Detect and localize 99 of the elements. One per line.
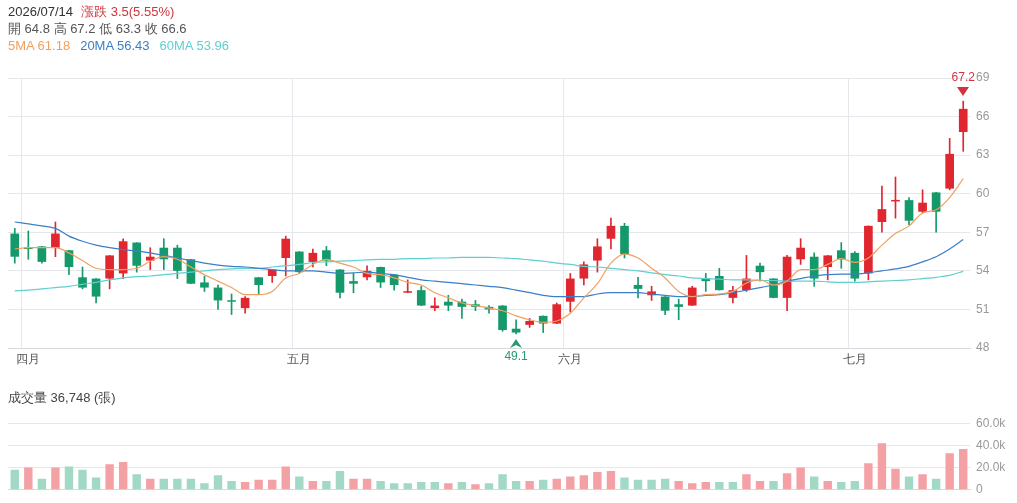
bar	[64, 466, 74, 490]
bar	[132, 474, 141, 490]
bar	[769, 480, 778, 490]
bar	[579, 475, 589, 490]
bar	[498, 474, 507, 490]
y-tick-label: 20.0k	[976, 459, 1007, 474]
bar	[864, 463, 873, 490]
annotation: 67.2	[951, 70, 976, 85]
bar	[159, 478, 169, 490]
text: 5MA 61.18	[8, 38, 71, 53]
bar	[715, 482, 724, 490]
chart-title: 成交量 36,748 (張)	[8, 389, 116, 406]
text: 20MA 56.43	[80, 38, 150, 53]
bar	[552, 478, 561, 490]
bar	[660, 478, 670, 490]
bar	[959, 449, 968, 490]
bar	[349, 478, 358, 490]
bar	[389, 483, 399, 490]
y-tick-label: 60.0k	[976, 415, 1007, 430]
text: 60MA 53.96	[159, 38, 229, 53]
bar	[78, 469, 87, 490]
bar	[10, 469, 19, 490]
bar	[539, 479, 548, 490]
bar	[403, 483, 412, 490]
bar	[376, 480, 385, 490]
bar	[850, 480, 860, 490]
y-tick-label: 66	[976, 108, 990, 123]
y-tick-label: 0	[976, 482, 983, 497]
bar	[525, 480, 534, 490]
candlestick	[633, 276, 643, 299]
bar	[471, 484, 480, 490]
bar	[417, 482, 426, 490]
bar	[91, 477, 101, 490]
bar	[24, 467, 33, 490]
bar	[633, 479, 643, 490]
bar	[809, 476, 819, 490]
bar	[688, 483, 697, 490]
bar	[308, 480, 318, 490]
bar	[281, 466, 290, 490]
bar	[606, 470, 616, 490]
bar	[227, 480, 236, 490]
y-tick-label: 60	[976, 186, 990, 201]
bar	[51, 467, 60, 490]
candlestick	[403, 279, 413, 294]
x-tick-label: 五月	[287, 351, 312, 366]
bar	[200, 483, 209, 490]
annotation: 49.1	[504, 349, 529, 364]
candlestick	[674, 298, 684, 321]
bar	[904, 476, 914, 490]
bar	[837, 482, 846, 490]
bar	[877, 443, 887, 490]
x-tick-label: 七月	[842, 351, 867, 366]
bar	[430, 482, 439, 490]
bar	[213, 475, 223, 490]
bar	[945, 453, 954, 490]
text: 2026/07/14	[8, 4, 74, 19]
bar	[240, 482, 250, 490]
bar	[647, 479, 656, 490]
bar	[146, 478, 155, 490]
bar	[918, 474, 927, 490]
y-tick-label: 51	[976, 301, 990, 316]
bar	[782, 473, 792, 490]
bar	[322, 480, 331, 490]
bar	[674, 480, 683, 490]
bar	[593, 472, 602, 490]
bar	[444, 483, 453, 490]
bar	[755, 480, 765, 490]
y-tick-label: 63	[976, 147, 990, 162]
bar	[891, 468, 900, 490]
y-tick-label: 57	[976, 224, 990, 239]
bar	[268, 479, 277, 490]
bar	[254, 479, 263, 490]
bar	[484, 483, 494, 490]
bar	[511, 480, 521, 490]
bar	[701, 482, 710, 490]
bar	[186, 478, 196, 490]
text: 漲跌 3.5(5.55%)	[81, 4, 175, 19]
y-tick-label: 40.0k	[976, 437, 1007, 452]
text: 開 64.8 高 67.2 低 63.3 收 66.6	[8, 20, 187, 37]
bar	[566, 476, 575, 490]
y-tick-label: 54	[976, 263, 990, 278]
bar	[362, 478, 372, 490]
bar	[335, 470, 345, 490]
bar	[823, 480, 832, 490]
bar	[742, 474, 751, 490]
x-tick-label: 六月	[558, 351, 583, 366]
bar	[796, 467, 805, 490]
bar	[105, 464, 114, 490]
bar	[173, 478, 182, 490]
bar	[931, 478, 941, 490]
bar	[118, 462, 128, 490]
y-tick-label: 69	[976, 70, 990, 85]
y-tick-label: 48	[976, 340, 990, 355]
bar	[37, 478, 47, 490]
bar	[457, 482, 467, 490]
bar	[295, 476, 304, 490]
x-tick-label: 四月	[16, 351, 41, 366]
bar	[620, 477, 629, 490]
bar	[728, 482, 738, 490]
